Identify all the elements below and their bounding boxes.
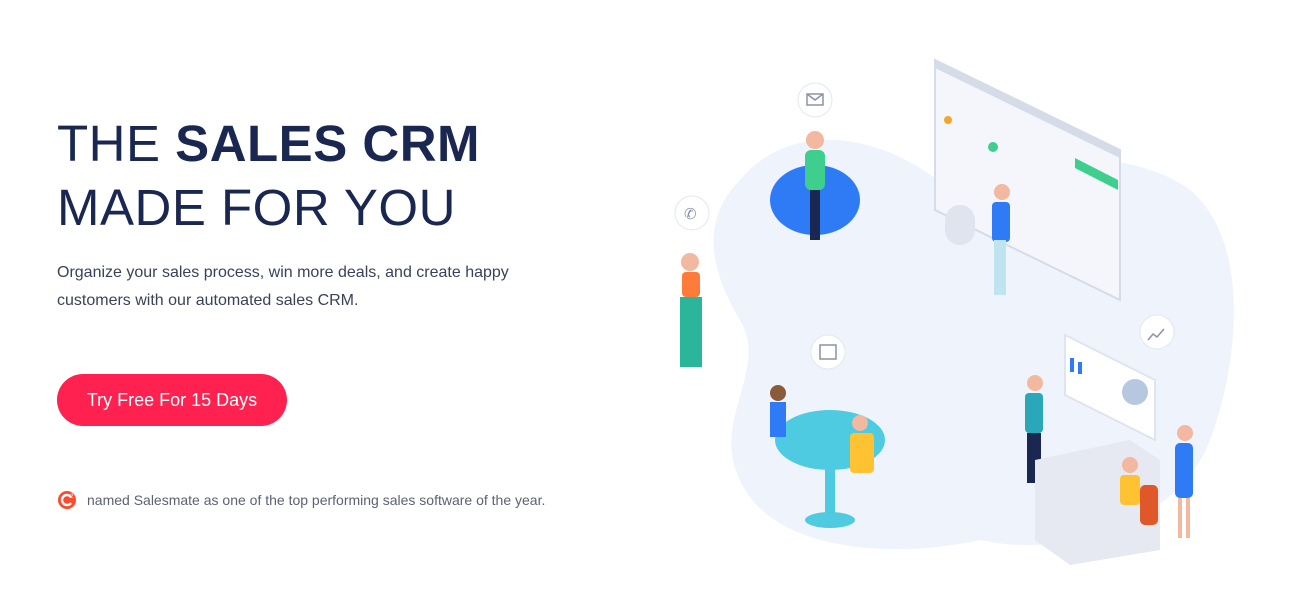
g2-badge: 2 named Salesmate as one of the top perf… <box>57 490 545 510</box>
person-phone <box>680 253 702 367</box>
title-regular: THE <box>57 115 176 172</box>
bubble-phone-icon: ✆ <box>674 195 710 231</box>
person-beanbag <box>770 131 860 240</box>
charts-board <box>1064 333 1156 442</box>
desk <box>1035 440 1160 565</box>
meeting-table <box>770 385 885 528</box>
dashboard-screen <box>934 58 1121 302</box>
title-bold: SALES CRM <box>175 115 481 172</box>
try-free-button[interactable]: Try Free For 15 Days <box>57 374 287 426</box>
bubble-mail-icon <box>797 82 833 118</box>
svg-text:2: 2 <box>70 494 74 500</box>
bubble-calendar-icon <box>810 334 846 370</box>
g2-text: named Salesmate as one of the top perfor… <box>87 492 546 508</box>
person-standing-woman <box>1175 425 1193 538</box>
person-board <box>945 184 1010 295</box>
hero-title: THE SALES CRM MADE FOR YOU <box>57 112 480 240</box>
hero-illustration: ✆ <box>674 58 1234 565</box>
hero-subtitle: Organize your sales process, win more de… <box>57 264 509 309</box>
svg-text:✆: ✆ <box>684 206 697 223</box>
title-line2: MADE FOR YOU <box>57 179 456 236</box>
g2-logo-icon: 2 <box>58 491 76 509</box>
bubble-chart-icon <box>1139 314 1175 350</box>
